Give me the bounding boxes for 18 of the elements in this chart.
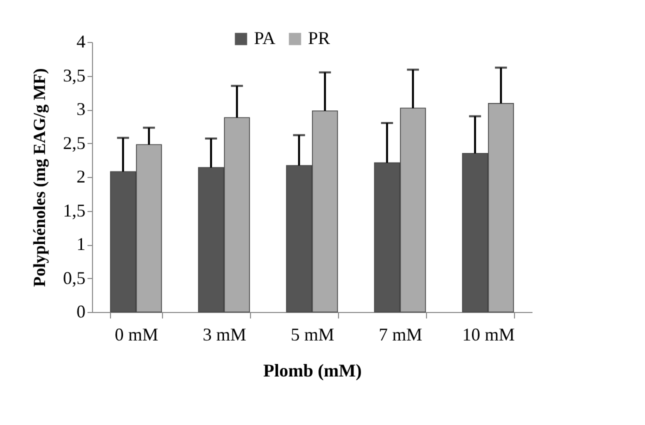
y-tick-label: 4 — [76, 32, 86, 52]
x-tick-label: 5 mM — [290, 324, 334, 344]
y-tick-label: 2 — [76, 166, 86, 186]
y-tick-label: 2,5 — [63, 132, 86, 153]
y-tick-label: 3,5 — [63, 65, 86, 86]
y-tick-label: 0,5 — [63, 268, 86, 288]
y-tick-label: 1,5 — [63, 200, 86, 220]
y-tick-label: 3 — [76, 99, 86, 119]
x-axis-title: Plomb (mM) — [263, 360, 362, 380]
x-tick-label: 10 mM — [462, 324, 515, 344]
y-tick-label: 0 — [76, 302, 86, 322]
legend-label: PR — [308, 28, 330, 48]
x-tick-label: 3 mM — [202, 324, 246, 344]
legend-label: PA — [254, 28, 276, 48]
x-tick-label: 0 mM — [114, 324, 158, 344]
y-axis-title: Polyphénoles (mg EAG/g MF) — [30, 68, 49, 287]
x-tick-label: 7 mM — [378, 324, 422, 344]
y-tick-label: 1 — [76, 234, 86, 254]
